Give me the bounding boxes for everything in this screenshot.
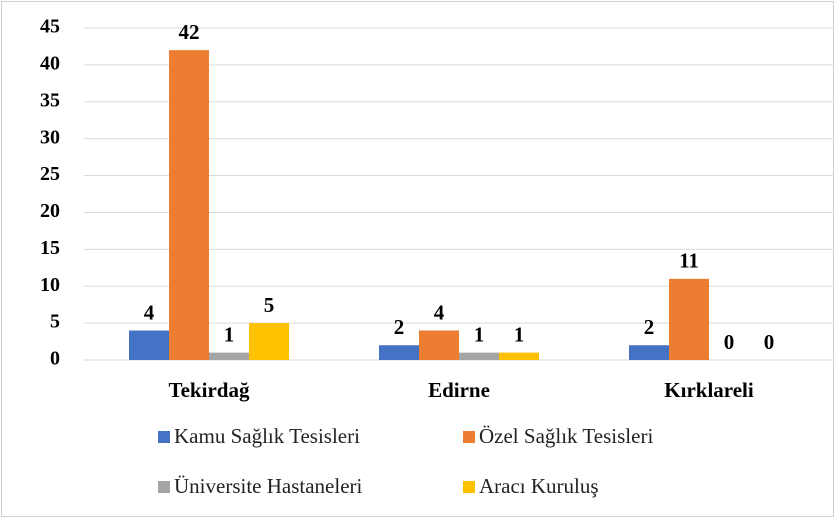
data-label: 1 [474,322,485,346]
data-label: 42 [179,20,200,44]
bar [459,352,499,360]
y-tick-label: 10 [40,274,60,296]
data-label: 11 [679,249,699,273]
y-tick-label: 40 [40,52,60,74]
bar [419,330,459,360]
x-tick-label: Edirne [428,378,490,402]
legend-label: Kamu Sağlık Tesisleri [174,424,360,448]
y-tick-label: 25 [40,163,60,185]
legend-label: Özel Sağlık Tesisleri [479,424,653,448]
legend-label: Üniversite Hastaneleri [174,474,363,498]
bar [379,345,419,360]
data-label: 1 [514,322,525,346]
data-label: 2 [394,315,405,339]
bar [499,352,539,360]
y-tick-label: 5 [50,311,60,333]
legend-swatch [158,431,170,443]
y-tick-label: 30 [40,126,60,148]
legend-label: Aracı Kuruluş [479,474,599,498]
data-label: 2 [644,315,655,339]
data-label: 4 [144,300,155,324]
y-tick-label: 45 [40,16,60,38]
bar [629,345,669,360]
data-label: 5 [264,293,275,317]
data-label: 1 [224,322,235,346]
legend-swatch [463,431,475,443]
bar [249,323,289,360]
bar [209,352,249,360]
data-label: 0 [764,330,775,354]
x-tick-label: Kırklareli [664,378,754,402]
data-label: 4 [434,300,445,324]
legend-swatch [158,481,170,493]
bar [169,50,209,361]
legend-swatch [463,481,475,493]
bar [129,330,169,360]
y-tick-label: 0 [50,348,60,370]
x-tick-label: Tekirdağ [169,378,250,402]
y-tick-label: 35 [40,89,60,111]
y-tick-label: 20 [40,200,60,222]
data-label: 0 [724,330,735,354]
y-tick-label: 15 [40,237,60,259]
bar [669,278,709,360]
